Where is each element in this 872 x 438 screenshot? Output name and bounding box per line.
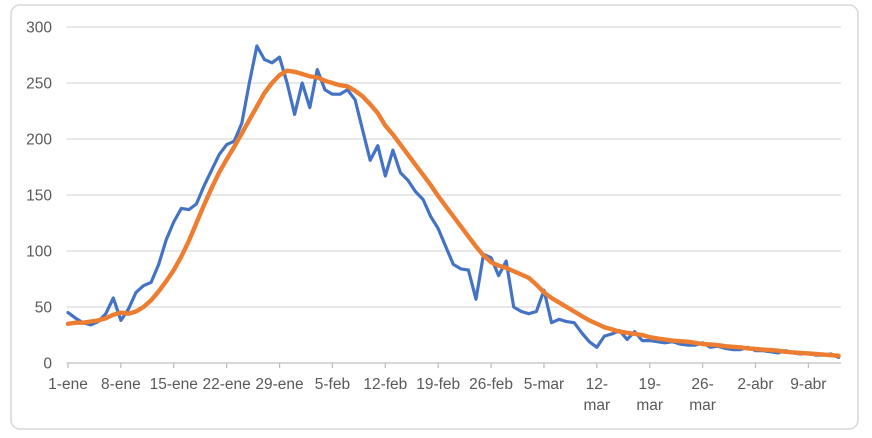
x-axis-tick-label: 19-feb: [416, 376, 460, 393]
x-axis-tick-label: 26-feb: [469, 376, 513, 393]
y-axis-tick-label: 300: [26, 19, 52, 36]
y-axis-tick-label: 50: [35, 299, 53, 316]
chart-outer-border: [10, 4, 859, 430]
y-axis-tick-label: 200: [26, 131, 52, 148]
y-axis-tick-label: 100: [26, 243, 52, 260]
x-axis-tick-label: 1-ene: [48, 376, 88, 393]
x-axis-tick-label: 29-ene: [255, 376, 303, 393]
x-axis-tick-label: 12-feb: [363, 376, 407, 393]
y-axis-tick-label: 0: [43, 355, 52, 372]
x-axis-tick-label: mar: [689, 397, 716, 414]
x-axis-tick-label: 22-ene: [203, 376, 251, 393]
x-axis-tick-label: 8-ene: [101, 376, 141, 393]
y-axis-tick-label: 150: [26, 187, 52, 204]
x-axis-tick-label: mar: [636, 397, 663, 414]
x-axis-tick-label: mar: [583, 397, 610, 414]
x-axis-tick-label: 9-abr: [790, 376, 826, 393]
y-axis-tick-label: 250: [26, 75, 52, 92]
x-axis-tick-label: 5-mar: [524, 376, 564, 393]
x-axis-tick-label: 12-: [586, 376, 608, 393]
x-axis-tick-label: 26-: [691, 376, 713, 393]
x-axis-tick-label: 2-abr: [737, 376, 773, 393]
x-axis-tick-label: 15-ene: [150, 376, 198, 393]
x-axis-tick-label: 5-feb: [315, 376, 350, 393]
series-daily-values-line: [66, 44, 841, 359]
series-smoothed-trend-line: [65, 68, 841, 358]
x-axis-tick-label: 19-: [639, 376, 661, 393]
